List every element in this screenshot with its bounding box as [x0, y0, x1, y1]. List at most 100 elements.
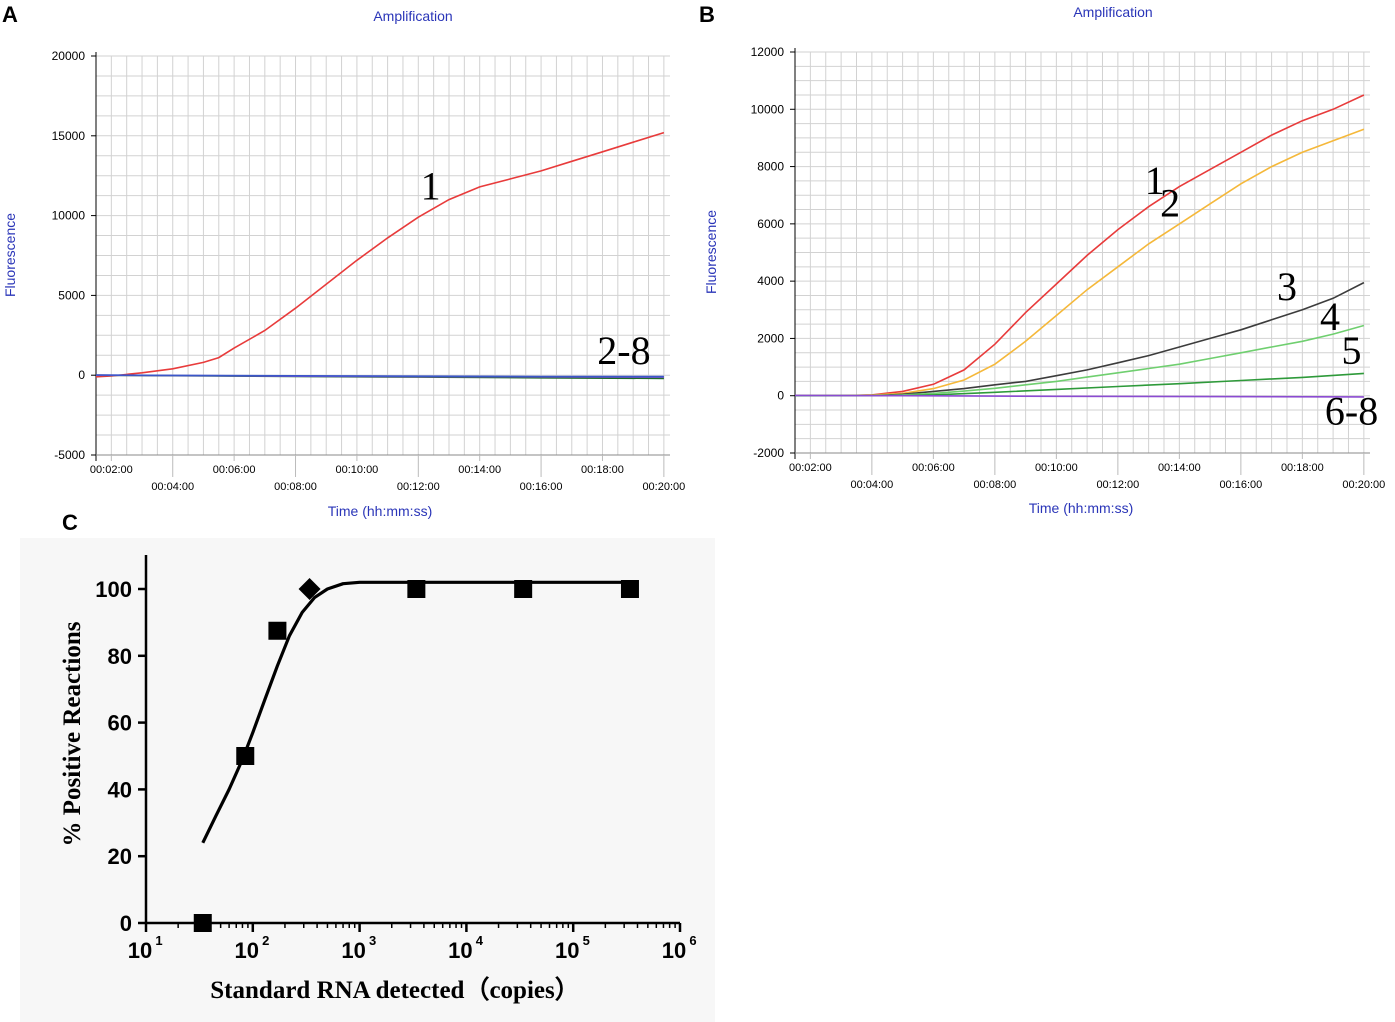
y-tick-label: 0	[777, 389, 784, 403]
curve-label-6-8: 6-8	[1325, 388, 1378, 433]
panel-c-points	[193, 578, 639, 932]
curve-label-5: 5	[1342, 328, 1362, 373]
x-tick-label: 00:12:00	[397, 481, 440, 493]
c-x-tick-base: 10	[128, 938, 152, 963]
y-tick-label: -2000	[753, 446, 784, 460]
c-x-tick-base: 10	[448, 938, 472, 963]
x-tick-label: 00:08:00	[274, 481, 317, 493]
curve-label-1: 1	[421, 164, 441, 209]
panel-b-title: Amplification	[1073, 4, 1152, 20]
panel-a-letter: A	[2, 2, 18, 27]
panel-b-ylabel: Fluorescence	[703, 210, 719, 294]
x-tick-label: 00:08:00	[973, 479, 1016, 491]
panel-b-ticks: 12000 10000 8000 6000 4000 2000 0 -2000 00:02:00…	[751, 45, 1386, 491]
x-tick-label: 00:14:00	[1158, 462, 1201, 474]
x-tick-label: 00:10:00	[335, 464, 378, 476]
series-line-1	[95, 131, 665, 378]
panel-a-annotations: 1 2-8	[421, 164, 651, 373]
panel-a-title: Amplification	[373, 8, 452, 24]
c-y-tick-label: 40	[108, 777, 132, 802]
x-tick-label: 00:04:00	[151, 481, 194, 493]
series-line-1	[795, 94, 1365, 397]
x-tick-label: 00:18:00	[1281, 462, 1324, 474]
curve-label-4: 4	[1320, 294, 1340, 339]
y-tick-label: 4000	[757, 274, 784, 288]
y-tick-label: 10000	[751, 102, 785, 116]
panel-c-xlabel: Standard RNA detected（copies）	[210, 975, 579, 1004]
panel-c: C % Positive Reactions Standard RNA dete…	[20, 510, 715, 1022]
c-y-tick-label: 80	[108, 644, 132, 669]
y-tick-label: 5000	[58, 288, 85, 302]
y-tick-label: 2000	[757, 331, 784, 345]
c-x-tick-exp: 2	[262, 933, 269, 948]
x-tick-label: 00:10:00	[1035, 462, 1078, 474]
c-x-tick-base: 10	[662, 938, 686, 963]
series-line-4	[795, 324, 1365, 397]
c-x-tick-base: 10	[555, 938, 579, 963]
y-tick-label: 15000	[52, 129, 86, 143]
y-tick-label: -5000	[54, 448, 85, 462]
y-tick-label: 12000	[751, 45, 785, 59]
c-y-tick-label: 100	[95, 577, 132, 602]
x-tick-label: 00:20:00	[642, 481, 685, 493]
c-point-square	[407, 580, 426, 598]
y-tick-label: 8000	[757, 160, 784, 174]
panel-a-ticks: 20000 15000 10000 5000 0 -5000 00:02:00 00:04:0…	[52, 49, 686, 493]
panel-a-series	[95, 131, 665, 380]
x-tick-label: 00:02:00	[789, 462, 832, 474]
c-point-square	[268, 621, 287, 640]
panel-c-letter: C	[62, 510, 78, 535]
panel-a-grid	[95, 52, 670, 461]
c-y-tick-label: 20	[108, 844, 132, 869]
x-tick-label: 00:06:00	[912, 462, 955, 474]
panel-c-background	[20, 538, 715, 1022]
c-point-square	[236, 747, 255, 765]
c-point-square	[193, 914, 212, 932]
panel-a: A Amplification Fluorescence Time (hh:mm…	[2, 2, 685, 519]
x-tick-label: 00:02:00	[90, 464, 133, 476]
c-y-tick-label: 0	[120, 911, 132, 936]
c-point-square	[620, 580, 639, 598]
c-x-tick-exp: 1	[155, 933, 162, 948]
y-tick-label: 10000	[52, 209, 86, 223]
panel-a-xlabel: Time (hh:mm:ss)	[328, 503, 432, 519]
c-y-tick-label: 60	[108, 711, 132, 736]
panel-b: B Amplification Fluorescence Time (hh:mm…	[699, 2, 1385, 516]
series-line-6-8	[794, 394, 1364, 398]
x-tick-label: 00:16:00	[520, 481, 563, 493]
c-point-square	[514, 580, 533, 598]
c-x-tick-base: 10	[341, 938, 365, 963]
x-tick-label: 00:20:00	[1342, 479, 1385, 491]
series-line-2-8-c	[95, 374, 664, 378]
panel-c-ylabel: % Positive Reactions	[59, 621, 86, 846]
curve-label-2: 2	[1160, 181, 1180, 226]
x-tick-label: 00:14:00	[458, 464, 501, 476]
c-x-tick-exp: 3	[369, 933, 376, 948]
c-x-tick-exp: 4	[476, 933, 484, 948]
x-tick-label: 00:16:00	[1219, 479, 1262, 491]
y-tick-label: 6000	[757, 217, 784, 231]
series-line-3	[795, 281, 1365, 397]
panel-b-letter: B	[699, 2, 715, 27]
x-tick-label: 00:06:00	[213, 464, 256, 476]
c-point-diamond	[298, 578, 321, 600]
c-x-tick-base: 10	[235, 938, 259, 963]
curve-label-3: 3	[1277, 264, 1297, 309]
c-x-tick-exp: 6	[689, 933, 696, 948]
series-line-5	[795, 372, 1364, 397]
x-tick-label: 00:12:00	[1096, 479, 1139, 491]
panel-c-axes	[144, 555, 680, 925]
x-tick-label: 00:18:00	[581, 464, 624, 476]
y-tick-label: 20000	[52, 49, 86, 63]
c-x-tick-exp: 5	[583, 933, 590, 948]
curve-label-2-8: 2-8	[597, 328, 650, 373]
panel-b-annotations: 12 345 6-8	[1145, 158, 1378, 434]
panel-b-xlabel: Time (hh:mm:ss)	[1029, 500, 1133, 516]
panel-a-ylabel: Fluorescence	[2, 213, 18, 297]
curve-label-1: 1	[1145, 158, 1165, 203]
series-line-2	[795, 128, 1365, 397]
x-tick-label: 00:04:00	[850, 479, 893, 491]
y-tick-label: 0	[78, 368, 85, 382]
